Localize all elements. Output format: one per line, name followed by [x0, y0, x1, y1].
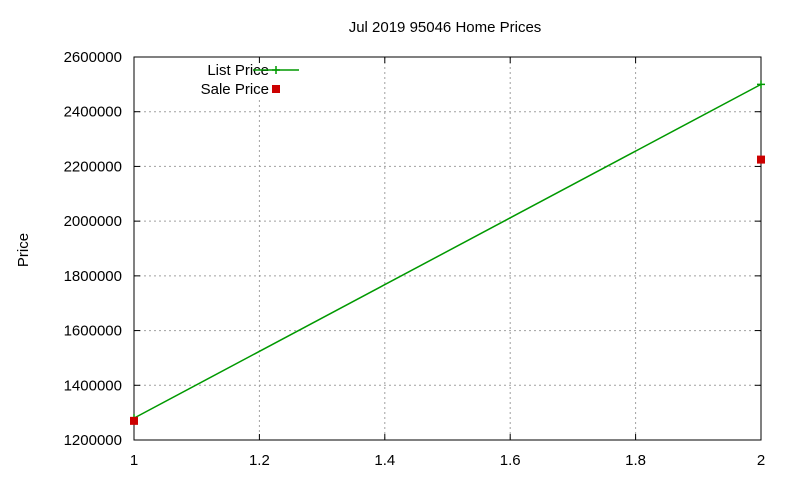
- x-tick-label: 2: [757, 452, 765, 469]
- legend: List Price Sale Price: [201, 62, 299, 98]
- y-tick-label: 1600000: [64, 323, 122, 340]
- x-tick-label: 1.2: [249, 452, 270, 469]
- chart-title: Jul 2019 95046 Home Prices: [349, 19, 542, 36]
- series-layer: [130, 80, 765, 425]
- y-tick-label: 1400000: [64, 377, 122, 394]
- y-tick-label: 2400000: [64, 104, 122, 121]
- x-tick-label: 1.6: [500, 452, 521, 469]
- y-axis-label: Price: [15, 233, 32, 267]
- axis-ticks: 1200000 1400000 1600000 1800000 2000000 22000…: [64, 49, 766, 469]
- x-tick-label: 1.8: [625, 452, 646, 469]
- y-tick-label: 2600000: [64, 49, 122, 66]
- y-tick-label: 2200000: [64, 158, 122, 175]
- y-tick-label: 1800000: [64, 268, 122, 285]
- y-tick-label: 1200000: [64, 432, 122, 449]
- x-tick-label: 1: [130, 452, 138, 469]
- grid: [134, 57, 761, 440]
- data-point: [757, 155, 765, 164]
- series-line-0: [133, 83, 762, 419]
- legend-swatch-marker: [272, 85, 280, 93]
- legend-swatch-marker: [272, 66, 280, 74]
- y-tick-label: 2000000: [64, 213, 122, 230]
- data-point: [130, 416, 138, 425]
- plot-frame: [133, 56, 762, 441]
- legend-label: List Price: [207, 62, 269, 79]
- data-point: [757, 80, 765, 89]
- legend-label: Sale Price: [201, 81, 269, 98]
- x-tick-label: 1.4: [374, 452, 395, 469]
